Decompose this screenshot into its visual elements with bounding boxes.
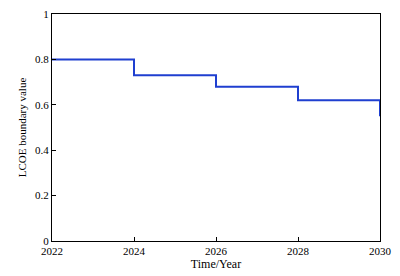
svg-text:1: 1 — [43, 8, 49, 20]
svg-text:2026: 2026 — [205, 245, 228, 257]
svg-text:Time/Year: Time/Year — [191, 257, 241, 271]
svg-text:0.2: 0.2 — [35, 189, 49, 201]
svg-text:0.4: 0.4 — [35, 144, 49, 156]
svg-text:0.8: 0.8 — [35, 53, 49, 65]
svg-text:2022: 2022 — [41, 245, 63, 257]
svg-text:2030: 2030 — [369, 245, 392, 257]
svg-text:2028: 2028 — [287, 245, 310, 257]
svg-text:LCOE boundary value: LCOE boundary value — [16, 78, 28, 178]
svg-text:0: 0 — [43, 235, 49, 247]
svg-text:2024: 2024 — [123, 245, 146, 257]
svg-text:0.6: 0.6 — [35, 99, 49, 111]
